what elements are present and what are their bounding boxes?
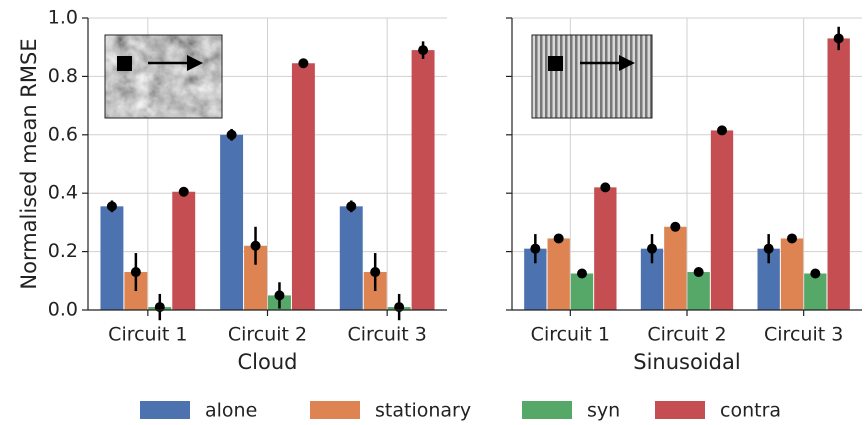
legend-swatch [310,401,360,419]
stimulus-inset [531,34,653,119]
legend-label: stationary [375,400,471,422]
point [106,201,117,212]
bar [547,238,570,310]
y-tick-label: 0.4 [48,182,78,204]
point [717,125,727,136]
point [530,243,541,254]
legend-swatch [522,401,572,419]
bar [710,130,734,310]
point [600,182,611,193]
x-tick-label: Circuit 3 [764,324,843,346]
point [274,290,285,301]
y-tick-label: 1.0 [48,7,78,29]
x-tick-label: Circuit 1 [531,324,610,346]
point [810,268,821,279]
bar [780,238,804,310]
x-tick-label: Circuit 1 [108,324,187,346]
x-tick-label: Circuit 2 [647,324,726,346]
bar [363,272,387,310]
point [763,243,774,254]
x-axis-label: Sinusoidal [633,350,740,374]
bar [827,38,850,310]
point [647,243,657,254]
bar [664,226,687,310]
point [418,45,429,56]
bar [172,191,196,310]
point [370,267,381,278]
point [226,129,237,140]
point [298,58,309,69]
bar [594,187,617,310]
stimulus-inset [104,34,223,119]
point [178,186,189,197]
bar [757,248,780,310]
point [577,268,587,279]
point [250,240,261,251]
bar [291,63,315,311]
point [833,33,844,44]
y-axis-label: Normalised mean RMSE [17,38,41,289]
point [553,233,564,244]
legend-label: syn [587,400,620,422]
legend-swatch [140,401,190,419]
bar [804,273,827,310]
point [693,267,704,278]
bar [244,245,267,310]
grid [88,17,862,311]
legend-label: alone [205,400,257,422]
point [130,267,141,278]
bar [124,272,148,310]
y-tick-label: 0.0 [48,299,78,321]
point [787,233,797,244]
y-tick-label: 0.6 [48,123,78,145]
x-axis-label: Cloud [238,350,298,374]
bar [687,272,710,310]
y-tick-label: 0.2 [48,240,78,262]
bar [100,206,124,310]
point [670,221,681,232]
bar [524,248,547,310]
x-tick-label: Circuit 2 [228,324,307,346]
y-tick-label: 0.8 [48,65,78,87]
legend-label: contra [720,400,781,422]
point [346,201,357,212]
bar [339,206,363,310]
x-tick-label: Circuit 3 [348,324,427,346]
bar [570,273,594,310]
bar [640,248,664,310]
legend-swatch [655,401,705,419]
bar [220,134,244,310]
bar [411,50,435,311]
